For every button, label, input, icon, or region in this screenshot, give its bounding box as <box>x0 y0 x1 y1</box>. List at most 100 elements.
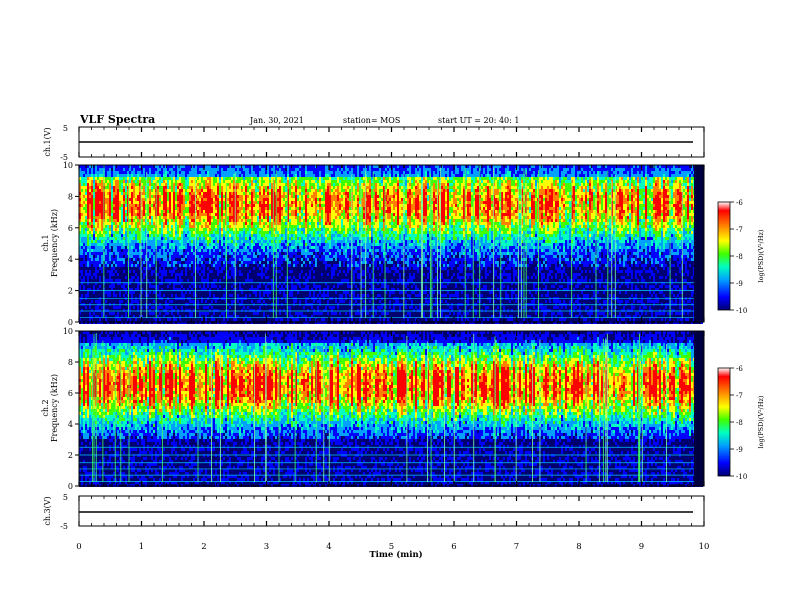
spectrogram-cell <box>157 216 159 219</box>
spectrogram-cell <box>191 240 193 243</box>
spectrogram-cell <box>85 216 87 219</box>
spectrogram-cell <box>189 174 191 177</box>
spectrogram-cell <box>173 216 175 219</box>
spectrogram-cell <box>157 234 159 237</box>
spectrogram-cell <box>97 219 99 222</box>
spectrogram-cell <box>169 180 171 183</box>
spectrogram-cell <box>213 177 215 180</box>
spectrogram-cell <box>137 198 139 201</box>
spectrogram-cell <box>137 225 139 228</box>
spectrogram-cell <box>99 177 101 180</box>
spectrogram-cell <box>197 300 199 303</box>
spectrogram-cell <box>205 285 207 288</box>
spectrogram-cell <box>215 183 217 186</box>
spectrogram-cell <box>107 198 109 201</box>
spectrogram-cell <box>199 267 201 270</box>
spectrogram-cell <box>95 219 97 222</box>
spectrogram-cell <box>151 273 153 276</box>
spectrogram-cell <box>123 246 125 249</box>
spectrogram-cell <box>99 234 101 237</box>
spectrogram-cell <box>179 222 181 225</box>
spectrogram-cell <box>209 252 211 255</box>
spectrogram-cell <box>125 192 127 195</box>
spectrogram-cell <box>133 276 135 279</box>
spectrogram-cell <box>121 270 123 273</box>
spectrogram-cell <box>135 312 137 315</box>
spectrogram-cell <box>119 255 121 258</box>
spectrogram-cell <box>125 168 127 171</box>
spectrogram-cell <box>205 183 207 186</box>
spectrogram-cell <box>81 189 83 192</box>
spectrogram-cell <box>159 246 161 249</box>
spectrogram-cell <box>201 249 203 252</box>
spectrogram-cell <box>105 195 107 198</box>
spectrogram-cell <box>165 168 167 171</box>
spectrogram-cell <box>175 222 177 225</box>
spectrogram-cell <box>101 285 103 288</box>
spectrogram-cell <box>81 207 83 210</box>
spectrogram-cell <box>137 273 139 276</box>
spectrogram-cell <box>177 258 179 261</box>
spectrogram-cell <box>171 207 173 210</box>
spectrogram-cell <box>81 249 83 252</box>
spectrogram-cell <box>181 195 183 198</box>
spectrogram-cell <box>209 273 211 276</box>
spectrogram-cell <box>161 273 163 276</box>
spectrogram-cell <box>209 231 211 234</box>
spectrogram-cell <box>123 291 125 294</box>
spectrogram-cell <box>107 285 109 288</box>
spectrogram-cell <box>171 183 173 186</box>
spectrogram-cell <box>207 174 209 177</box>
spectrogram-cell <box>207 255 209 258</box>
spectrogram-cell <box>135 309 137 312</box>
spectrogram-cell <box>111 222 113 225</box>
spectrogram-cell <box>135 294 137 297</box>
spectrogram-cell <box>143 291 145 294</box>
spectrogram-cell <box>137 192 139 195</box>
spectrogram-cell <box>209 216 211 219</box>
spectrogram-cell <box>159 294 161 297</box>
spectrogram-cell <box>213 285 215 288</box>
spectrogram-cell <box>167 216 169 219</box>
spectrogram-cell <box>143 186 145 189</box>
spectrogram-cell <box>147 246 149 249</box>
spectrogram-cell <box>119 237 121 240</box>
spectrogram-cell <box>211 219 213 222</box>
spectrogram-cell <box>131 312 133 315</box>
spectrogram-cell <box>123 213 125 216</box>
spectrogram-cell <box>125 246 127 249</box>
spectrogram-cell <box>119 267 121 270</box>
spectrogram-cell <box>207 273 209 276</box>
spectrogram-cell <box>113 279 115 282</box>
spectrogram-cell <box>183 201 185 204</box>
spectrogram-cell <box>89 225 91 228</box>
spectrogram-cell <box>137 237 139 240</box>
spectrogram-cell <box>183 255 185 258</box>
spectrogram-cell <box>179 294 181 297</box>
spectrogram-cell <box>153 192 155 195</box>
spectrogram-cell <box>191 174 193 177</box>
spectrogram-cell <box>207 249 209 252</box>
spectrogram-cell <box>177 210 179 213</box>
spectrogram-cell <box>185 267 187 270</box>
spectrogram-cell <box>157 246 159 249</box>
spectrogram-cell <box>105 192 107 195</box>
spectrogram-cell <box>135 198 137 201</box>
spectrogram-cell <box>175 183 177 186</box>
spectrogram-cell <box>177 246 179 249</box>
spectrogram-cell <box>137 189 139 192</box>
spectrogram-cell <box>115 177 117 180</box>
spectrogram-cell <box>181 306 183 309</box>
spectrogram-cell <box>151 204 153 207</box>
spectrogram-cell <box>215 213 217 216</box>
spectrogram-cell <box>135 300 137 303</box>
spectrogram-cell <box>169 168 171 171</box>
spectrogram-cell <box>81 258 83 261</box>
spectrogram-cell <box>161 177 163 180</box>
spectrogram-cell <box>175 219 177 222</box>
spectrogram-cell <box>85 222 87 225</box>
spectrogram-cell <box>153 180 155 183</box>
spectrogram-cell <box>85 252 87 255</box>
spectrogram-cell <box>191 273 193 276</box>
spectrogram-cell <box>159 234 161 237</box>
